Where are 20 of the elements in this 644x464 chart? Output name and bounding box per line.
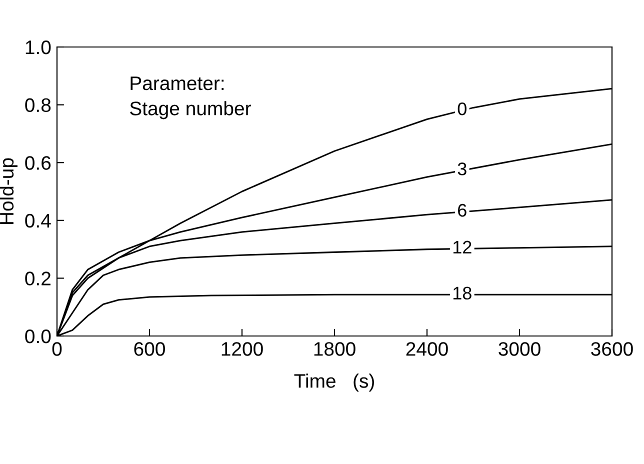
x-tick-label: 0 xyxy=(52,342,62,356)
y-tick-label: 0.8 xyxy=(25,98,51,112)
y-tick-label: 0.0 xyxy=(25,329,51,344)
x-tick-label: 1200 xyxy=(222,342,263,356)
series-label: 12 xyxy=(453,240,472,254)
x-tick-label: 3000 xyxy=(498,342,540,356)
y-tick-label: 0.2 xyxy=(25,272,50,286)
series-label: 6 xyxy=(458,204,466,217)
x-tick-label: 600 xyxy=(134,342,165,356)
series-label: 3 xyxy=(458,162,466,176)
x-tick-label: 3600 xyxy=(591,342,633,356)
annotation: Parameter: Stage number xyxy=(130,76,251,120)
y-tick-label: 0.6 xyxy=(25,156,51,170)
y-tick-label: 0.4 xyxy=(25,214,51,228)
x-tick-label: 1800 xyxy=(314,342,356,356)
series-label: 0 xyxy=(458,102,466,116)
x-tick-label: 2400 xyxy=(406,342,448,356)
y-tick-label: 1.0 xyxy=(26,40,51,54)
x-axis-title: Time (s) xyxy=(294,374,374,392)
series-label: 18 xyxy=(453,286,472,300)
